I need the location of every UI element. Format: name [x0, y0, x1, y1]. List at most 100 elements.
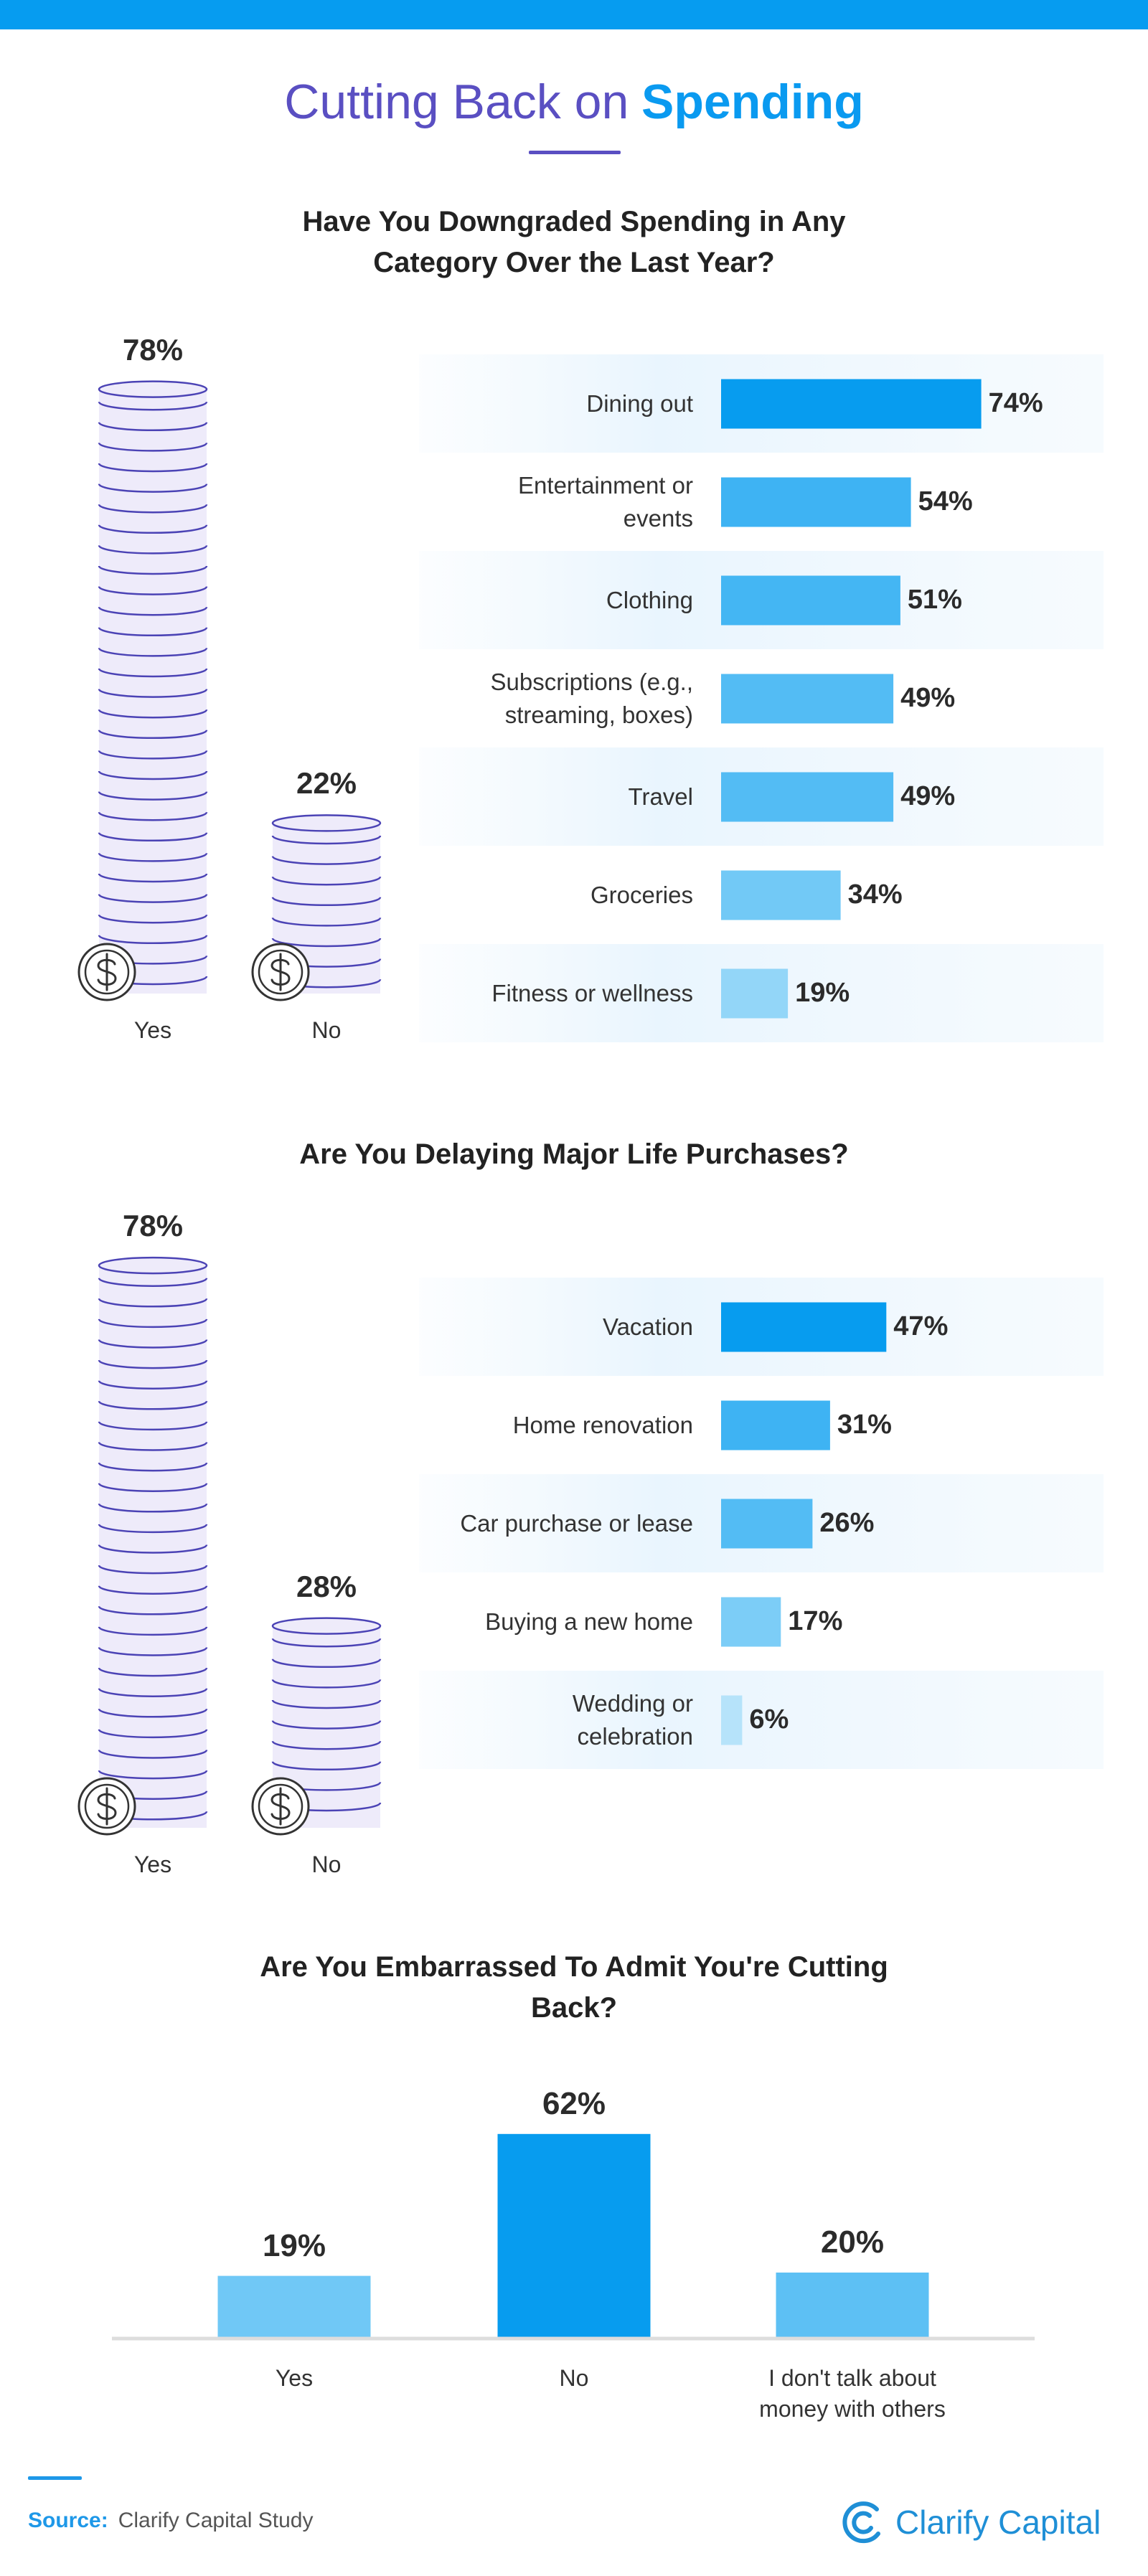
value-label: 54% — [918, 486, 973, 516]
category-label: Yes — [275, 2365, 314, 2391]
bar — [721, 1597, 781, 1647]
bar — [721, 575, 900, 626]
bar — [776, 2273, 929, 2339]
bar — [721, 1499, 813, 1549]
bar — [721, 1695, 743, 1745]
value-label: 47% — [893, 1311, 949, 1341]
category-label: No — [311, 1851, 342, 1877]
value-label: 20% — [820, 2224, 885, 2260]
bar — [217, 2275, 371, 2339]
coin-ring — [98, 1462, 208, 1472]
category-label: Entertainment or events — [518, 471, 693, 532]
value-label: 26% — [819, 1508, 875, 1538]
bar — [721, 968, 789, 1019]
footer-rule — [28, 2476, 82, 2480]
title-lead: Cutting Back on — [284, 75, 629, 129]
coin-ring — [98, 565, 208, 575]
coin-ring — [271, 917, 382, 927]
coin-ring — [98, 1278, 208, 1287]
coin-ring — [98, 853, 208, 862]
coin-ring — [98, 832, 208, 842]
coin-icon-inner — [258, 1783, 304, 1829]
top-bar — [0, 0, 1148, 29]
coin-ring — [98, 545, 208, 555]
coin-ring — [98, 873, 208, 883]
bar — [721, 772, 894, 822]
row-band — [419, 1671, 1104, 1769]
coin-ring — [271, 1679, 382, 1689]
category-label: Clothing — [606, 586, 693, 613]
coin-ring — [98, 1298, 208, 1308]
coin-top — [271, 814, 382, 832]
value-label: 31% — [837, 1410, 892, 1440]
value-label: 49% — [900, 781, 956, 811]
coin-ring — [271, 1761, 382, 1771]
value-label: 19% — [262, 2227, 326, 2263]
value-label: 51% — [907, 585, 962, 615]
category-label: Fitness or wellness — [491, 979, 693, 1006]
coin-ring — [98, 627, 208, 637]
value-label: 78% — [122, 332, 184, 367]
coin-ring — [98, 1503, 208, 1513]
coin-ring — [98, 709, 208, 719]
coin-ring — [271, 1659, 382, 1669]
coin-ring — [98, 422, 208, 432]
coin-icon-dollar — [97, 953, 117, 991]
bar — [721, 870, 841, 920]
value-label: 62% — [542, 2085, 606, 2121]
coin-ring — [98, 668, 208, 678]
value-label: 22% — [296, 766, 357, 801]
value-label: 34% — [847, 879, 903, 910]
coin-ring — [271, 938, 382, 948]
section-title: Have You Downgraded Spending in Any Cate… — [302, 206, 846, 278]
category-label: No — [559, 2365, 589, 2391]
value-label: 49% — [900, 683, 956, 713]
coin-ring — [98, 1318, 208, 1329]
coin-ring — [98, 1688, 208, 1697]
coin-ring — [98, 1359, 208, 1369]
coin-ring — [98, 894, 208, 903]
coin-top — [98, 1256, 208, 1275]
coin-ring — [98, 1605, 208, 1615]
category-label: I don't talk about money with others — [759, 2365, 946, 2422]
coin-ring — [98, 1524, 208, 1534]
coin-ring — [98, 1708, 208, 1718]
coin-ring — [98, 750, 208, 760]
category-label: Vacation — [603, 1313, 693, 1340]
coin-ring — [98, 914, 208, 924]
value-label: 6% — [749, 1704, 789, 1735]
category-label: Car purchase or lease — [460, 1509, 693, 1537]
coin-ring — [98, 1421, 208, 1431]
source-text: Clarify Capital Study — [118, 2509, 314, 2532]
bar — [721, 1302, 887, 1352]
coin-ring — [98, 483, 208, 493]
value-label: 19% — [795, 978, 850, 1008]
value-label: 78% — [122, 1209, 184, 1243]
coin-ring — [98, 648, 208, 657]
section-title: Are You Embarrassed To Admit You're Cutt… — [260, 1951, 888, 2024]
coin-ring — [98, 401, 208, 411]
category-label: Yes — [133, 1851, 172, 1877]
coin-ring — [98, 1667, 208, 1677]
value-label: 74% — [988, 388, 1043, 418]
coin-ring — [98, 730, 208, 740]
brand-logo — [842, 2501, 880, 2544]
coin-ring — [271, 897, 382, 907]
coin-stack-body — [99, 1265, 207, 1828]
coin-icon-inner — [84, 1783, 130, 1829]
coin-ring — [271, 1699, 382, 1709]
page-title: Cutting Back on Spending — [0, 72, 1148, 132]
category-label: Travel — [628, 783, 693, 810]
category-label: Home renovation — [512, 1411, 693, 1438]
category-label: No — [311, 1016, 342, 1043]
bar — [721, 477, 911, 527]
value-label: 28% — [296, 1569, 357, 1603]
bar — [721, 379, 982, 429]
coin-top — [98, 380, 208, 398]
coin-ring — [98, 443, 208, 452]
coin-ring — [98, 1647, 208, 1656]
coin-ring — [271, 1740, 382, 1750]
source-label: Source: — [28, 2509, 108, 2532]
coin-ring — [98, 1339, 208, 1349]
